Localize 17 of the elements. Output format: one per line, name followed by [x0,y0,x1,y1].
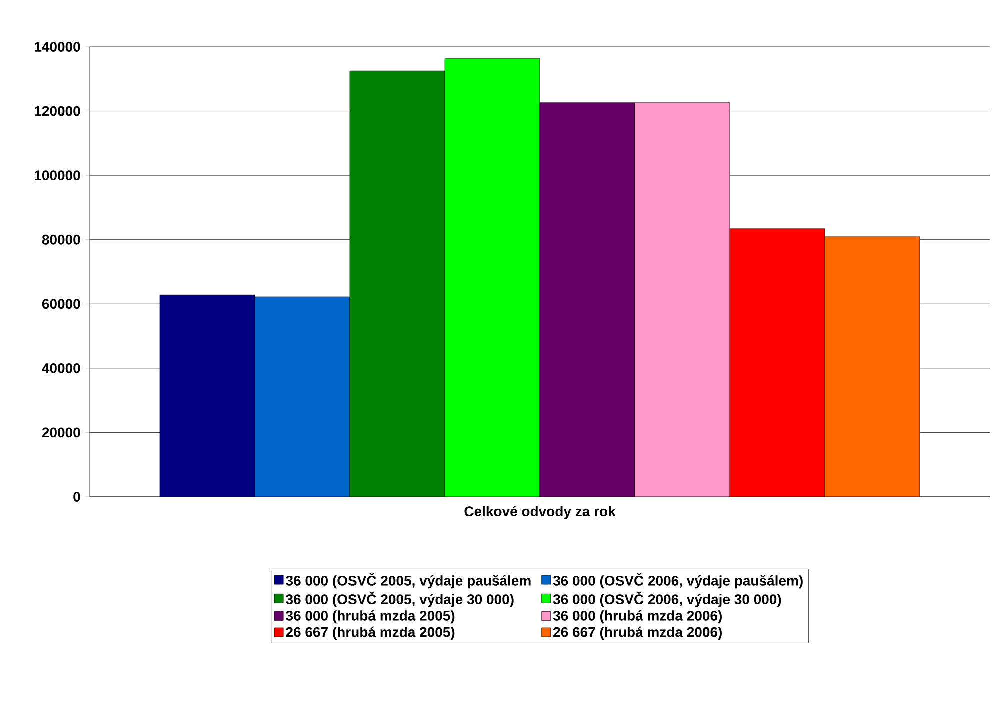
y-tick-label: 80000 [42,234,80,245]
y-tick-label: 140000 [35,42,80,52]
legend-label: 36 000 (hrubá mzda 2006) [553,610,722,624]
y-tick-label: 120000 [35,106,80,116]
legend-label: 36 000 (OSVČ 2005, výdaje 30 000) [286,592,514,608]
y-tick-label: 100000 [35,170,80,181]
y-tick-label: 40000 [42,363,80,374]
y-tick-label: 20000 [42,428,80,438]
y-tick-label: 0 [74,492,80,502]
legend-label: 26 667 (hrubá mzda 2006) [554,626,722,640]
legend-label: 36 000 (hrubá mzda 2005) [286,610,455,624]
y-tick-label: 60000 [42,299,80,310]
legend-label: 36 000 (OSVČ 2006, výdaje 30 000) [553,592,782,608]
legend-label: 36 000 (OSVČ 2005, výdaje paušálem [286,573,531,589]
legend-label: 26 667 (hrubá mzda 2005) [286,626,455,640]
x-tick-label: Celkové odvody za rok [464,506,616,520]
legend-label: 36 000 (OSVČ 2006, výdaje paušálem) [553,573,803,589]
